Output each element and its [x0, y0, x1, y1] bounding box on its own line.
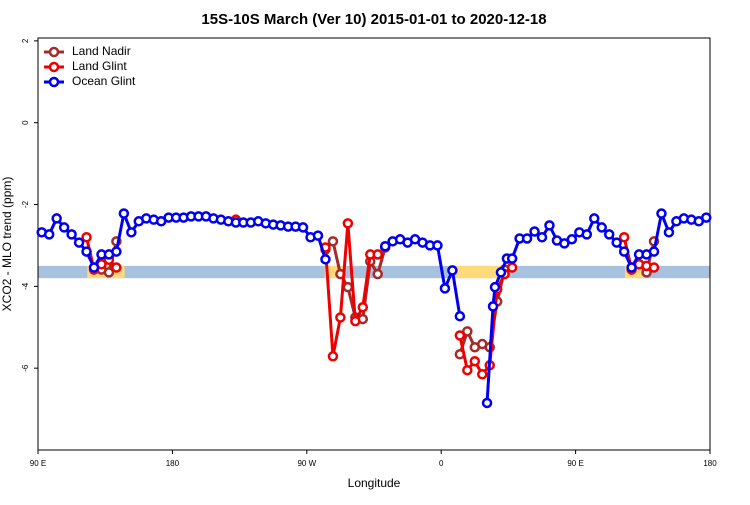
data-point [51, 213, 62, 224]
data-point [648, 262, 660, 273]
y-tick-label: -4 [21, 282, 30, 290]
data-point [495, 267, 507, 278]
data-point [462, 326, 473, 337]
data-point [335, 312, 346, 323]
data-point [372, 268, 383, 280]
data-point [327, 351, 339, 362]
data-point [611, 237, 622, 248]
data-point [432, 240, 443, 251]
x-axis-label: Longitude [348, 476, 401, 490]
data-point [58, 222, 70, 233]
data-point [118, 208, 130, 219]
data-point [447, 265, 458, 276]
data-point [477, 369, 488, 380]
legend-marker [48, 46, 60, 58]
legend-label: Land Glint [72, 59, 127, 73]
band-highlight [454, 265, 506, 279]
y-tick-label: 0 [21, 120, 30, 125]
data-point [648, 246, 660, 257]
data-point [372, 249, 383, 260]
data-point [454, 310, 466, 322]
data-point [544, 220, 555, 231]
data-point [489, 281, 501, 293]
y-tick-label: -6 [21, 364, 30, 372]
data-point [603, 229, 615, 240]
plot-frame [37, 37, 711, 451]
data-point [701, 212, 712, 223]
data-point [462, 364, 473, 376]
x-tick-label: 90 E [30, 459, 46, 468]
legend-label: Land Nadir [72, 44, 131, 58]
x-tick-label: 180 [166, 459, 180, 468]
x-tick-label: 180 [703, 459, 717, 468]
data-point [566, 234, 578, 245]
data-point [88, 262, 100, 273]
data-point [342, 281, 354, 293]
y-axis-label: XCO2 - MLO trend (ppm) [0, 177, 14, 312]
x-tick-label: 90 E [567, 459, 583, 468]
data-point [111, 262, 122, 273]
data-point [536, 231, 548, 243]
data-point [663, 227, 675, 238]
data-point [589, 213, 600, 224]
data-point [618, 231, 630, 243]
data-point [320, 254, 331, 265]
data-point [342, 218, 354, 229]
data-point [81, 231, 92, 243]
data-point [506, 262, 518, 273]
data-point [506, 253, 518, 264]
data-point [529, 226, 540, 237]
chart-title: 15S-10S March (Ver 10) 2015-01-01 to 202… [201, 11, 546, 28]
y-tick-label: 2 [21, 38, 30, 43]
data-point [626, 262, 637, 273]
data-point [618, 246, 630, 257]
data-point [66, 229, 77, 240]
data-point [43, 229, 55, 240]
data-point [297, 222, 309, 233]
y-tick-label: -2 [21, 200, 30, 208]
x-tick-label: 0 [439, 459, 444, 468]
data-point [126, 227, 137, 238]
legend-marker [48, 76, 60, 88]
legend-label: Ocean Glint [72, 74, 136, 88]
legend-marker [48, 61, 60, 73]
data-point [596, 222, 607, 233]
x-tick-label: 90 W [297, 459, 316, 468]
data-point [312, 230, 324, 241]
data-point [103, 267, 115, 278]
data-point [481, 397, 493, 409]
data-point [357, 301, 369, 313]
series-line [41, 208, 707, 404]
data-point [469, 355, 481, 367]
data-point [559, 238, 570, 249]
data-point [350, 315, 361, 327]
data-point [439, 283, 451, 294]
data-point [656, 208, 667, 219]
data-point [73, 237, 85, 248]
data-point [379, 241, 391, 252]
data-point [327, 236, 339, 247]
data-point [581, 229, 593, 240]
data-point [487, 301, 499, 312]
data-point [521, 233, 533, 244]
data-point [111, 246, 122, 257]
data-point [81, 246, 92, 257]
data-point [454, 330, 466, 341]
